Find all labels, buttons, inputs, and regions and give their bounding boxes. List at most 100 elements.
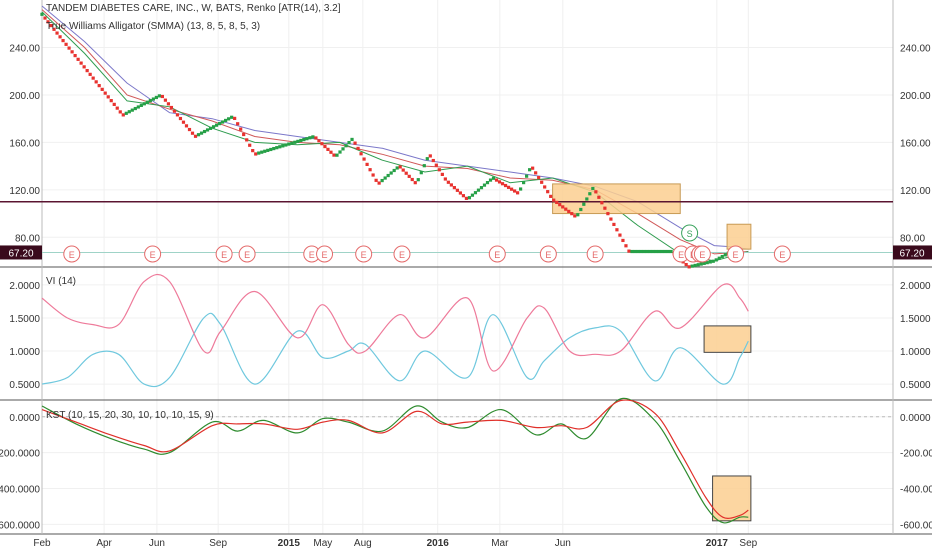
time-axis-label: 2016	[427, 538, 450, 549]
renko-brick-down	[440, 172, 444, 176]
renko-brick-down	[242, 132, 246, 137]
renko-brick-up	[642, 249, 646, 254]
renko-brick-up	[491, 176, 496, 180]
right-axis-tick-label: -200.0000	[900, 449, 932, 460]
earnings-marker[interactable]	[539, 245, 557, 263]
right-axis-tick-label: 0.0000	[900, 413, 931, 424]
kst-pane[interactable]	[41, 397, 893, 524]
renko-brick-down	[684, 262, 688, 267]
renko-brick-down	[494, 178, 499, 182]
renko-brick-down	[115, 106, 119, 110]
renko-brick-up	[211, 125, 216, 129]
renko-brick-down	[443, 177, 447, 181]
renko-brick-down	[570, 212, 574, 216]
earnings-marker[interactable]	[63, 245, 81, 263]
renko-brick-up	[690, 264, 694, 268]
renko-brick-up	[157, 94, 161, 98]
renko-brick-down	[555, 200, 559, 205]
renko-brick-down	[239, 127, 243, 131]
left-axis-tick-label: 120.00	[9, 186, 40, 197]
renko-brick-up	[711, 259, 715, 263]
renko-brick-up	[40, 12, 44, 16]
renko-brick-down	[573, 214, 577, 218]
renko-brick-up	[136, 105, 140, 109]
renko-brick-down	[76, 57, 80, 61]
renko-brick-down	[169, 105, 174, 110]
renko-brick-up	[344, 144, 348, 148]
renko-brick-up	[488, 178, 493, 182]
kst-main-line	[41, 397, 749, 524]
right-axis-tick-label: 1.5000	[900, 314, 931, 325]
renko-brick-down	[178, 116, 183, 121]
earnings-marker[interactable]	[488, 245, 506, 263]
renko-brick-down	[323, 144, 327, 149]
renko-brick-up	[127, 110, 131, 114]
earnings-marker[interactable]	[144, 245, 162, 263]
renko-brick-up	[139, 103, 143, 107]
renko-brick-down	[245, 138, 249, 142]
left-axis-tick-label: 2.0000	[9, 281, 40, 292]
renko-brick-up	[278, 145, 282, 149]
renko-brick-down	[233, 116, 237, 120]
earnings-marker[interactable]	[773, 245, 791, 263]
earnings-marker[interactable]	[215, 245, 233, 263]
renko-brick-down	[624, 244, 628, 248]
renko-brick-down	[70, 50, 74, 54]
renko-brick-down	[49, 23, 53, 28]
renko-brick-down	[434, 163, 438, 167]
time-axis-label: Jun	[149, 538, 165, 549]
earnings-marker[interactable]	[727, 245, 745, 263]
renko-brick-down	[112, 102, 116, 106]
vortex-pane[interactable]	[41, 273, 752, 388]
renko-brick-up	[395, 166, 399, 170]
earnings-marker[interactable]	[693, 245, 711, 263]
renko-brick-down	[627, 249, 631, 253]
renko-brick-down	[314, 136, 318, 140]
renko-brick-down	[52, 27, 56, 31]
renko-brick-up	[208, 126, 213, 130]
price-badges: 67.20 67.20	[0, 245, 932, 259]
renko-brick-down	[356, 146, 360, 151]
renko-brick-down	[82, 65, 86, 69]
left-axis-tick-label: 200.00	[9, 91, 40, 102]
renko-brick-up	[142, 102, 146, 106]
highlight-rectangle	[726, 223, 752, 250]
earnings-marker[interactable]	[316, 245, 334, 263]
renko-brick-up	[717, 256, 721, 260]
earnings-marker-label: E	[322, 250, 328, 260]
renko-brick-up	[579, 207, 583, 212]
renko-brick-up	[693, 263, 697, 268]
renko-brick-up	[308, 136, 312, 140]
renko-brick-down	[537, 175, 541, 180]
renko-brick-down	[166, 102, 171, 106]
left-axis-tick-label: -200.0000	[0, 449, 40, 460]
renko-brick-down	[187, 127, 192, 132]
renko-brick-up	[636, 249, 640, 254]
price-pane[interactable]: EEEEEEEEEEEEEEEEES	[0, 5, 893, 269]
renko-brick-up	[588, 192, 592, 196]
earnings-marker-label: E	[494, 250, 500, 260]
renko-brick-down	[121, 113, 125, 117]
renko-brick-up	[467, 196, 472, 200]
renko-brick-down	[326, 147, 330, 151]
earnings-marker[interactable]	[393, 245, 411, 263]
renko-brick-down	[540, 180, 544, 184]
alligator-teeth-line	[41, 9, 749, 255]
earnings-marker[interactable]	[238, 245, 256, 263]
price-badge-right	[893, 245, 932, 260]
price-badge-right-label: 67.20	[899, 248, 924, 259]
renko-brick-down	[398, 165, 402, 169]
renko-brick-up	[470, 193, 475, 197]
split-marker[interactable]	[681, 224, 699, 242]
renko-brick-down	[58, 35, 62, 39]
split-marker-label: S	[687, 229, 693, 239]
renko-brick-down	[452, 186, 456, 190]
vi-main-line	[41, 312, 749, 388]
renko-brick-down	[549, 194, 553, 198]
renko-brick-down	[618, 233, 622, 237]
renko-brick-up	[476, 188, 481, 192]
renko-brick-down	[552, 198, 556, 202]
earnings-marker[interactable]	[586, 245, 604, 263]
renko-brick-up	[392, 168, 396, 173]
earnings-marker[interactable]	[355, 245, 373, 263]
